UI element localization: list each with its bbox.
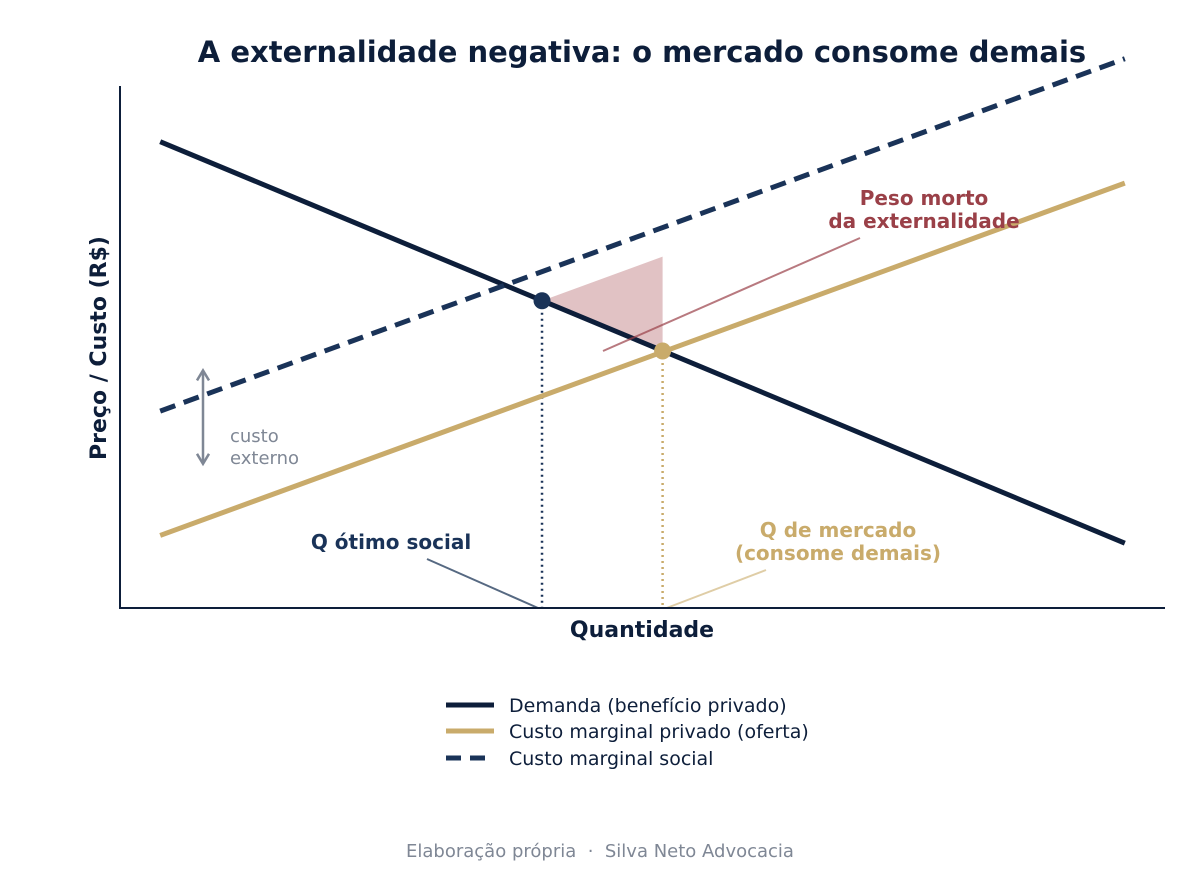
market-equilibrium-point bbox=[654, 342, 672, 360]
q-market-annotation-line1: Q de mercado bbox=[760, 518, 916, 542]
private-marginal-cost-curve bbox=[159, 180, 1126, 538]
source-caption: Elaboração própria · Silva Neto Advocaci… bbox=[406, 841, 794, 862]
q-social-annotation: Q ótimo social bbox=[311, 530, 471, 554]
external-cost-label-line2: externo bbox=[230, 448, 299, 469]
deadweight-annotation-line2: da externalidade bbox=[828, 209, 1019, 233]
legend-label-social-cost: Custo marginal social bbox=[509, 748, 713, 770]
deadweight-loss-area bbox=[542, 256, 663, 351]
plot-area bbox=[159, 56, 1126, 609]
q-social-leader-line bbox=[426, 558, 539, 609]
external-cost-arrow-head-down bbox=[195, 453, 211, 467]
q-market-annotation-line2: (consome demais) bbox=[735, 541, 941, 565]
deadweight-leader-line bbox=[602, 237, 861, 352]
y-axis-label: Preço / Custo (R$) bbox=[87, 236, 112, 460]
social-marginal-cost-curve bbox=[159, 56, 1126, 414]
social-optimum-point bbox=[533, 292, 551, 310]
legend-label-demand: Demanda (benefício privado) bbox=[509, 695, 787, 717]
q-market-leader-line bbox=[666, 569, 767, 609]
external-cost-arrow-head-up bbox=[195, 368, 211, 382]
demand-curve bbox=[159, 139, 1126, 546]
chart-title: A externalidade negativa: o mercado cons… bbox=[198, 35, 1086, 69]
deadweight-annotation-line1: Peso morto bbox=[860, 186, 989, 210]
legend-label-private-cost: Custo marginal privado (oferta) bbox=[509, 721, 809, 743]
x-axis-label: Quantidade bbox=[570, 618, 714, 643]
external-cost-label-line1: custo bbox=[230, 426, 279, 447]
legend: Demanda (benefício privado) Custo margin… bbox=[446, 695, 809, 770]
